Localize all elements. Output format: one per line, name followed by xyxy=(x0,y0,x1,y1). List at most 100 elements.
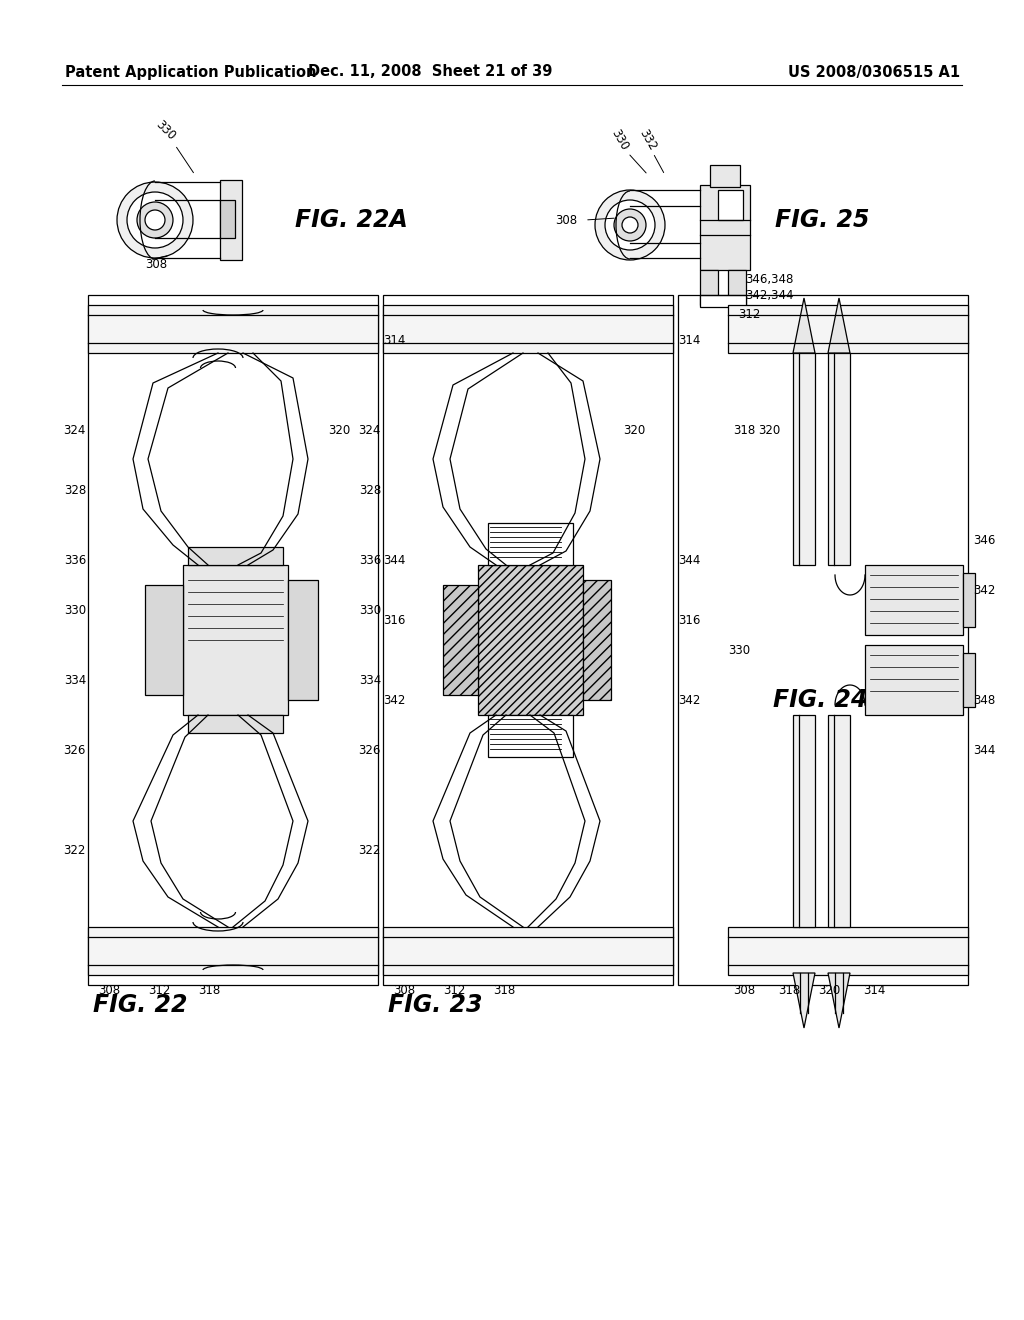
Text: 342: 342 xyxy=(383,693,406,706)
Bar xyxy=(728,271,746,305)
Text: 312: 312 xyxy=(443,983,465,997)
Text: 318: 318 xyxy=(778,983,800,997)
Text: 324: 324 xyxy=(63,424,86,437)
Text: 314: 314 xyxy=(863,983,886,997)
Circle shape xyxy=(145,210,165,230)
Text: 324: 324 xyxy=(358,424,381,437)
Text: 330: 330 xyxy=(728,644,751,656)
Text: 322: 322 xyxy=(358,843,381,857)
Bar xyxy=(88,305,378,352)
Text: 330: 330 xyxy=(609,127,631,153)
Circle shape xyxy=(127,191,183,248)
Bar xyxy=(793,352,815,565)
Text: 322: 322 xyxy=(63,843,86,857)
Text: 328: 328 xyxy=(63,483,86,496)
Circle shape xyxy=(622,216,638,234)
Text: 346,348: 346,348 xyxy=(745,273,794,286)
Text: 348: 348 xyxy=(973,693,995,706)
Bar xyxy=(865,645,963,715)
Polygon shape xyxy=(828,298,850,352)
Text: 346: 346 xyxy=(973,533,995,546)
Bar xyxy=(488,523,573,565)
Bar xyxy=(88,294,378,985)
Text: 342: 342 xyxy=(973,583,995,597)
Text: 312: 312 xyxy=(148,983,170,997)
Text: 314: 314 xyxy=(678,334,700,346)
Text: 342: 342 xyxy=(678,693,700,706)
Text: FIG. 22: FIG. 22 xyxy=(93,993,187,1016)
Text: FIG. 22A: FIG. 22A xyxy=(295,209,408,232)
Bar xyxy=(728,927,968,975)
Text: 308: 308 xyxy=(145,259,167,272)
Polygon shape xyxy=(828,973,850,1028)
Bar xyxy=(443,585,478,696)
Text: 318: 318 xyxy=(733,424,756,437)
Bar xyxy=(478,565,583,715)
Text: 326: 326 xyxy=(63,743,86,756)
Text: 308: 308 xyxy=(733,983,755,997)
Bar xyxy=(383,305,673,352)
Bar xyxy=(718,190,743,220)
Text: 332: 332 xyxy=(637,127,659,153)
Bar xyxy=(828,352,850,565)
Text: 342,344: 342,344 xyxy=(745,289,794,301)
Bar xyxy=(183,565,288,715)
Bar xyxy=(188,546,283,565)
Text: 312: 312 xyxy=(738,309,761,322)
Text: 344: 344 xyxy=(973,743,995,756)
Bar xyxy=(865,565,963,635)
Polygon shape xyxy=(793,298,815,352)
Circle shape xyxy=(605,201,655,249)
Bar xyxy=(678,294,968,985)
Circle shape xyxy=(117,182,193,257)
Bar xyxy=(700,271,718,305)
Text: 318: 318 xyxy=(198,983,220,997)
Text: 320: 320 xyxy=(758,424,780,437)
Text: 314: 314 xyxy=(383,334,406,346)
Text: FIG. 25: FIG. 25 xyxy=(775,209,869,232)
Bar xyxy=(700,294,746,308)
Text: FIG. 23: FIG. 23 xyxy=(388,993,482,1016)
Bar xyxy=(220,201,234,238)
Bar xyxy=(383,294,673,985)
Text: 316: 316 xyxy=(383,614,406,627)
Polygon shape xyxy=(793,973,815,1028)
Bar xyxy=(963,573,975,627)
Bar xyxy=(710,165,740,187)
Text: 320: 320 xyxy=(328,424,350,437)
Text: 334: 334 xyxy=(63,673,86,686)
Text: 330: 330 xyxy=(358,603,381,616)
Text: Patent Application Publication: Patent Application Publication xyxy=(65,65,316,79)
Bar xyxy=(145,585,183,696)
Bar xyxy=(728,305,968,352)
Text: 308: 308 xyxy=(393,983,415,997)
Text: 336: 336 xyxy=(63,553,86,566)
Text: 320: 320 xyxy=(623,424,645,437)
Text: 318: 318 xyxy=(493,983,515,997)
Bar xyxy=(793,715,815,927)
Text: US 2008/0306515 A1: US 2008/0306515 A1 xyxy=(787,65,961,79)
Bar xyxy=(288,579,318,700)
Text: 308: 308 xyxy=(555,214,578,227)
Text: 336: 336 xyxy=(358,553,381,566)
Bar xyxy=(963,653,975,708)
Bar xyxy=(383,927,673,975)
Circle shape xyxy=(595,190,665,260)
Bar xyxy=(220,180,242,260)
Text: 308: 308 xyxy=(98,983,120,997)
Bar xyxy=(88,927,378,975)
Text: 326: 326 xyxy=(358,743,381,756)
Text: Dec. 11, 2008  Sheet 21 of 39: Dec. 11, 2008 Sheet 21 of 39 xyxy=(308,65,552,79)
Text: 334: 334 xyxy=(358,673,381,686)
Text: 344: 344 xyxy=(678,553,700,566)
Text: 330: 330 xyxy=(63,603,86,616)
Text: 328: 328 xyxy=(358,483,381,496)
Text: 330: 330 xyxy=(153,117,177,143)
Circle shape xyxy=(137,202,173,238)
Bar xyxy=(188,715,283,733)
Text: 320: 320 xyxy=(818,983,841,997)
Text: FIG. 24: FIG. 24 xyxy=(773,688,867,711)
Text: 344: 344 xyxy=(383,553,406,566)
Bar xyxy=(700,185,750,271)
Bar xyxy=(828,715,850,927)
